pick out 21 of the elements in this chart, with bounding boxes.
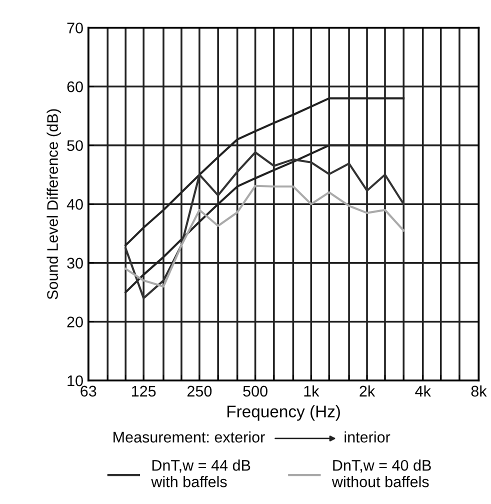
legend-label: DnT,w = 44 dB with baffels <box>151 460 250 488</box>
x-tick-label: 4k <box>415 385 431 396</box>
y-tick-label: 40 <box>66 198 83 210</box>
legend-label: DnT,w = 40 dB without baffels <box>332 460 431 488</box>
y-tick-label: 20 <box>67 316 83 328</box>
x-axis-title: Frequency (Hz) <box>228 405 340 421</box>
x-tick-label: 63 <box>80 386 96 397</box>
x-tick-label: 250 <box>187 386 212 397</box>
y-tick-label: 10 <box>68 375 83 386</box>
y-axis-title: Sound Level Difference (dB) <box>46 109 61 300</box>
y-tick-label: 50 <box>67 140 83 152</box>
y-tick-label: 70 <box>67 22 83 34</box>
x-tick-label: 2k <box>360 385 376 396</box>
text: Measurement: exterior <box>114 431 265 443</box>
text: interior <box>344 431 390 443</box>
y-tick-label: 60 <box>67 81 83 92</box>
x-tick-label: 1k <box>304 385 320 396</box>
x-tick-label: 500 <box>243 386 268 397</box>
x-tick-label: 8k <box>471 385 487 397</box>
y-tick-label: 30 <box>67 258 83 269</box>
x-tick-label: 125 <box>132 386 156 397</box>
